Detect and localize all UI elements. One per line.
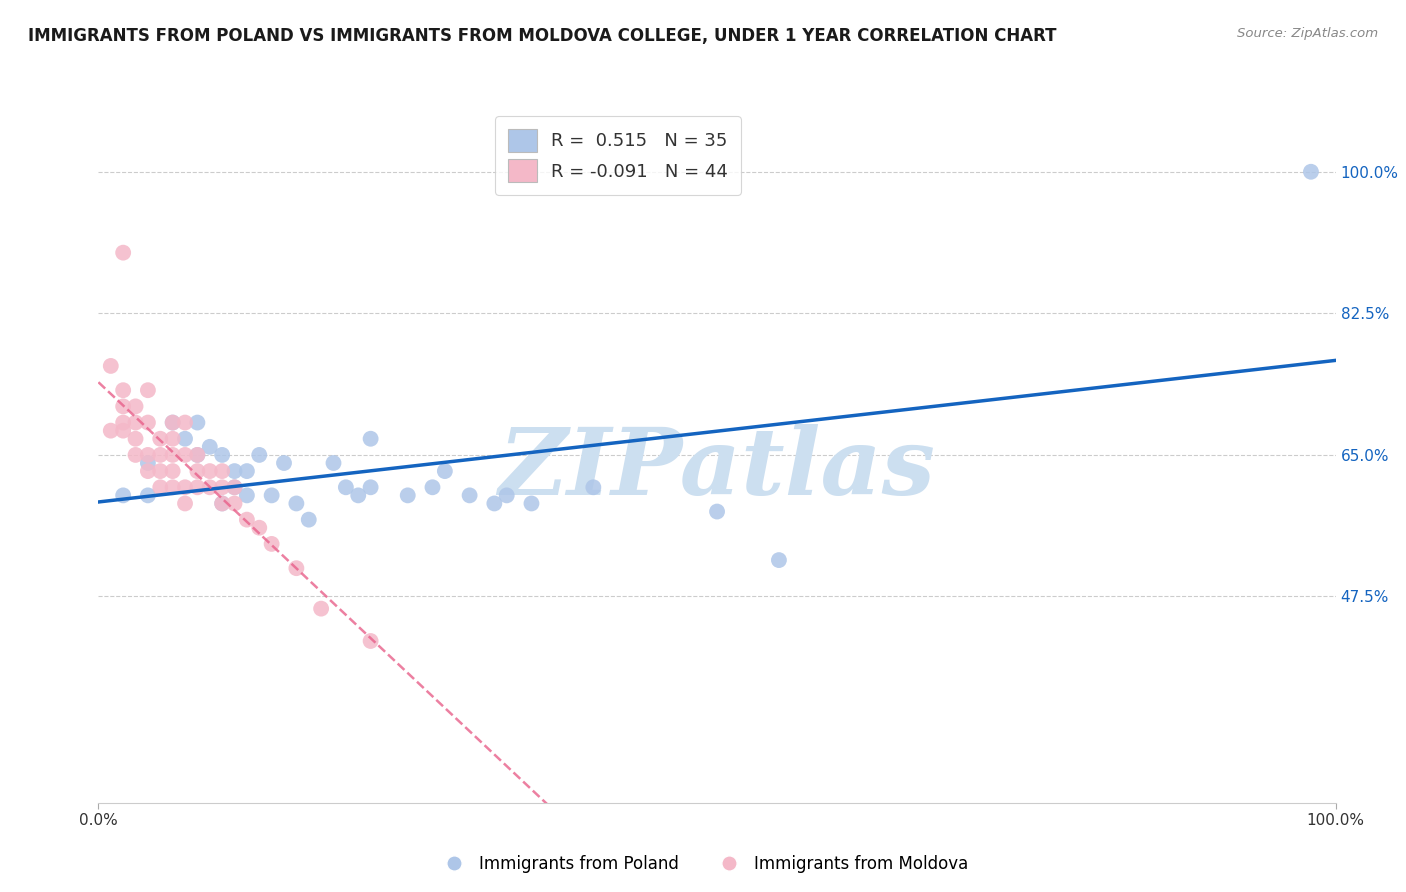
Point: [162, 448, 184, 462]
Point: [186, 464, 208, 478]
Text: ZIPatlas: ZIPatlas: [499, 424, 935, 514]
Point: [124, 432, 146, 446]
Point: [162, 480, 184, 494]
Point: [247, 521, 270, 535]
Point: [174, 432, 197, 446]
Point: [149, 464, 172, 478]
Point: [136, 488, 159, 502]
Point: [706, 504, 728, 518]
Point: [174, 448, 197, 462]
Text: Source: ZipAtlas.com: Source: ZipAtlas.com: [1237, 27, 1378, 40]
Point: [247, 448, 270, 462]
Point: [124, 448, 146, 462]
Point: [236, 488, 259, 502]
Point: [360, 432, 382, 446]
Point: [174, 496, 197, 510]
Point: [224, 480, 246, 494]
Point: [186, 448, 208, 462]
Point: [422, 480, 444, 494]
Point: [520, 496, 543, 510]
Point: [224, 480, 246, 494]
Point: [396, 488, 419, 502]
Point: [112, 488, 135, 502]
Point: [136, 464, 159, 478]
Point: [1299, 165, 1322, 179]
Point: [112, 400, 135, 414]
Point: [174, 416, 197, 430]
Point: [458, 488, 481, 502]
Point: [186, 480, 208, 494]
Point: [236, 513, 259, 527]
Point: [162, 416, 184, 430]
Point: [484, 496, 506, 510]
Point: [309, 601, 332, 615]
Point: [136, 383, 159, 397]
Point: [149, 448, 172, 462]
Point: [100, 359, 122, 373]
Point: [198, 440, 221, 454]
Point: [100, 424, 122, 438]
Point: [285, 561, 308, 575]
Point: [260, 488, 283, 502]
Point: [186, 416, 208, 430]
Point: [298, 513, 321, 527]
Point: [768, 553, 790, 567]
Point: [224, 464, 246, 478]
Point: [198, 480, 221, 494]
Point: [273, 456, 295, 470]
Point: [162, 464, 184, 478]
Point: [495, 488, 517, 502]
Point: [360, 480, 382, 494]
Point: [136, 448, 159, 462]
Point: [162, 432, 184, 446]
Legend: Immigrants from Poland, Immigrants from Moldova: Immigrants from Poland, Immigrants from …: [430, 848, 976, 880]
Point: [211, 448, 233, 462]
Point: [112, 416, 135, 430]
Point: [211, 496, 233, 510]
Point: [149, 432, 172, 446]
Point: [322, 456, 344, 470]
Point: [236, 464, 259, 478]
Point: [149, 480, 172, 494]
Point: [433, 464, 456, 478]
Point: [112, 424, 135, 438]
Legend: R =  0.515   N = 35, R = -0.091   N = 44: R = 0.515 N = 35, R = -0.091 N = 44: [495, 116, 741, 195]
Point: [211, 496, 233, 510]
Point: [198, 464, 221, 478]
Point: [211, 480, 233, 494]
Point: [260, 537, 283, 551]
Point: [347, 488, 370, 502]
Text: IMMIGRANTS FROM POLAND VS IMMIGRANTS FROM MOLDOVA COLLEGE, UNDER 1 YEAR CORRELAT: IMMIGRANTS FROM POLAND VS IMMIGRANTS FRO…: [28, 27, 1057, 45]
Point: [360, 634, 382, 648]
Point: [162, 416, 184, 430]
Point: [112, 383, 135, 397]
Point: [112, 245, 135, 260]
Point: [174, 480, 197, 494]
Y-axis label: College, Under 1 year: College, Under 1 year: [0, 371, 7, 539]
Point: [136, 416, 159, 430]
Point: [186, 448, 208, 462]
Point: [136, 456, 159, 470]
Point: [335, 480, 357, 494]
Point: [582, 480, 605, 494]
Point: [285, 496, 308, 510]
Point: [124, 416, 146, 430]
Point: [224, 496, 246, 510]
Point: [211, 464, 233, 478]
Point: [124, 400, 146, 414]
